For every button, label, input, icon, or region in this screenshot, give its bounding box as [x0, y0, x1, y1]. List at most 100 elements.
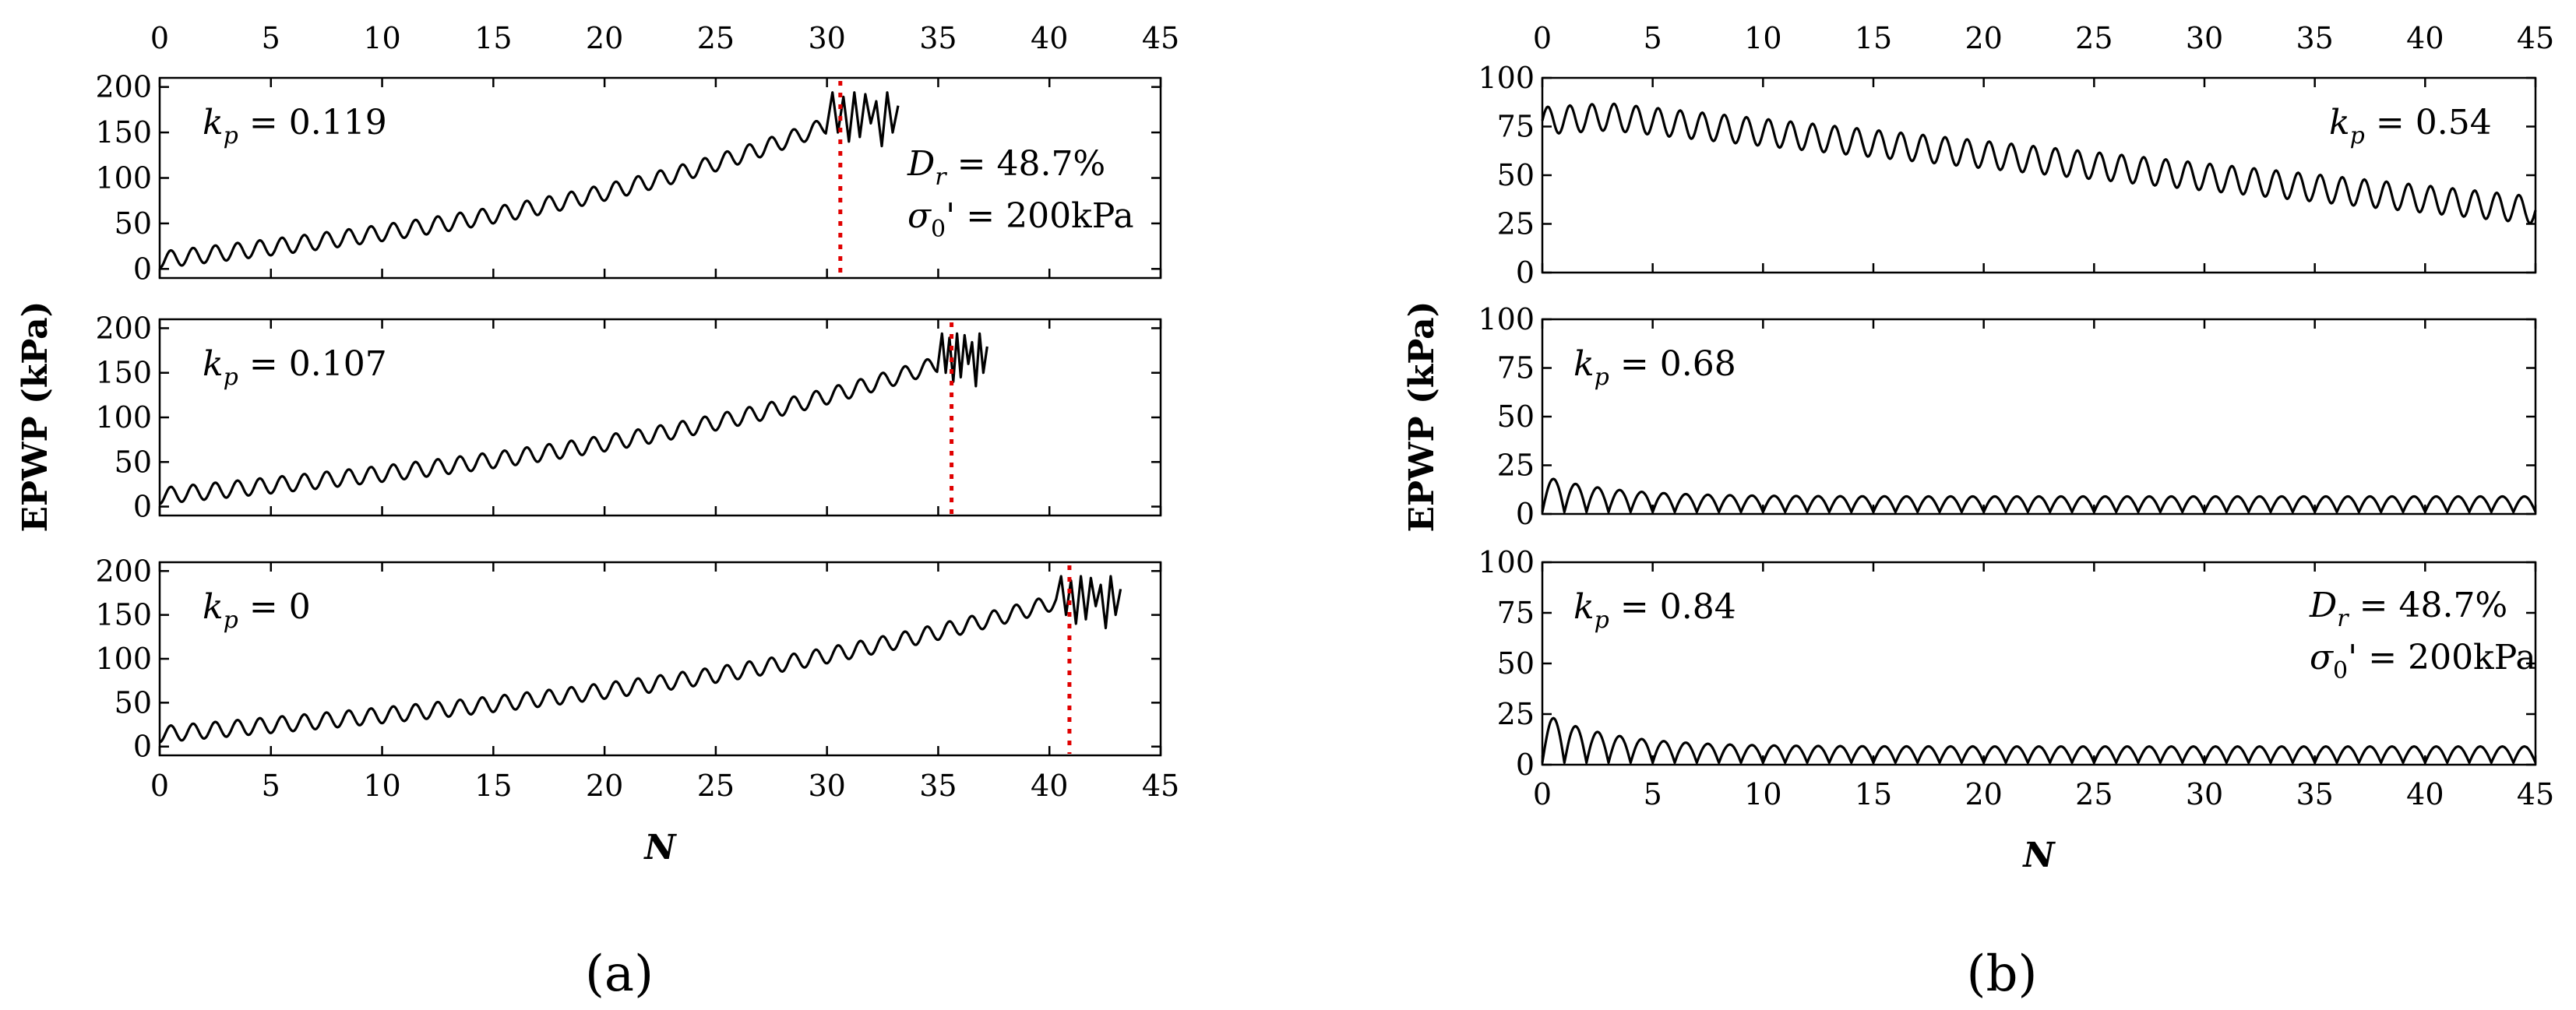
epwp-series-line	[1541, 477, 2537, 514]
kp-subscript: p	[224, 364, 238, 391]
kp-value: = 0	[238, 587, 311, 627]
x-top-tick-label: 0	[1533, 21, 1552, 55]
x-top-tick-label: 15	[1855, 21, 1892, 55]
y-tick-label: 25	[1497, 207, 1535, 241]
subplot-1: 0 25 50 75 100 kp = 0.54	[1478, 61, 2537, 290]
x-top-tick-label: 20	[586, 21, 623, 55]
kp-subscript: p	[2350, 122, 2365, 150]
dr-value: = 48.7%	[2349, 586, 2508, 625]
x-top-tick-label: 5	[1644, 21, 1662, 55]
x-top-tick-label: 35	[919, 21, 957, 55]
dr-symbol: D	[907, 144, 935, 184]
x-top-tick-label: 25	[2075, 21, 2113, 55]
y-tick-label: 200	[95, 70, 152, 104]
y-tick-label: 0	[133, 730, 152, 764]
x-bottom-tick-label: 15	[1855, 777, 1892, 811]
x-top-tick-label: 15	[474, 21, 512, 55]
y-tick-label: 150	[95, 598, 152, 632]
x-top-tick-label: 45	[1142, 21, 1179, 55]
dr-annotation: Dr = 48.7%	[907, 144, 1105, 191]
x-axis-title: N	[2021, 836, 2056, 875]
y-axis-title: EPWP (kPa)	[16, 301, 55, 533]
x-bottom-tick-label: 40	[1031, 769, 1068, 803]
epwp-series-line	[159, 332, 988, 505]
y-tick-label: 100	[1478, 61, 1535, 95]
x-top-tick-label: 40	[2406, 21, 2444, 55]
x-bottom-tick-label: 5	[262, 769, 280, 803]
kp-annotation: kp = 0.84	[1573, 587, 1736, 634]
y-tick-label: 100	[95, 400, 152, 435]
x-bottom-tick-label: 45	[1142, 769, 1179, 803]
y-tick-label: 100	[1478, 302, 1535, 336]
kp-value: = 0.54	[2365, 103, 2492, 143]
x-bottom-tick-label: 0	[1533, 777, 1552, 811]
kp-symbol: k	[1573, 344, 1595, 384]
kp-annotation: kp = 0.68	[1573, 344, 1736, 391]
kp-value: = 0.107	[238, 344, 387, 384]
x-bottom-tick-label: 15	[474, 769, 512, 803]
y-tick-label: 25	[1497, 697, 1535, 731]
y-tick-label: 75	[1497, 110, 1535, 144]
kp-subscript: p	[1595, 607, 1609, 634]
x-bottom-tick-label: 0	[150, 769, 169, 803]
kp-symbol: k	[203, 587, 224, 627]
x-bottom-tick-label: 25	[2075, 777, 2113, 811]
y-tick-label: 75	[1497, 351, 1535, 385]
epwp-series-line	[1541, 102, 2537, 225]
y-axis-title: EPWP (kPa)	[1402, 301, 1442, 533]
dr-subscript: r	[935, 164, 947, 191]
y-tick-label: 50	[115, 445, 152, 479]
kp-value: = 0.84	[1609, 587, 1736, 627]
x-bottom-tick-label: 20	[586, 769, 623, 803]
y-tick-label: 50	[1497, 399, 1535, 434]
y-tick-label: 0	[1516, 255, 1535, 290]
kp-symbol: k	[203, 103, 224, 143]
x-bottom-tick-label: 25	[697, 769, 735, 803]
y-tick-label: 0	[133, 490, 152, 524]
epwp-series-line	[159, 575, 1122, 744]
x-bottom-tick-label: 5	[1644, 777, 1662, 811]
panel-label-a: (a)	[585, 945, 654, 1003]
kp-symbol: k	[2329, 103, 2350, 143]
chart-panel-b: 0 5 10 15 20 25 30 35 40 45 0 5 10 15 20 25 30 35 40 45 N EPW…	[1402, 21, 2554, 875]
y-tick-label: 200	[95, 311, 152, 345]
x-top-tick-label: 35	[2296, 21, 2333, 55]
y-tick-label: 50	[1497, 646, 1535, 681]
y-tick-label: 50	[115, 685, 152, 720]
y-tick-label: 150	[95, 356, 152, 390]
epwp-series-line	[1541, 716, 2537, 764]
y-tick-label: 75	[1497, 596, 1535, 630]
y-tick-label: 25	[1497, 449, 1535, 483]
sigma-value: ' = 200kPa	[946, 196, 1133, 236]
chart-panel-a: 0 5 10 15 20 25 30 35 40 45 0 5 10 15 20 25 30 35 40 45 N EPW…	[16, 21, 1179, 867]
x-bottom-tick-label: 35	[2296, 777, 2333, 811]
x-top-tick-label: 10	[363, 21, 400, 55]
y-tick-label: 0	[133, 252, 152, 286]
y-tick-label: 0	[1516, 497, 1535, 531]
kp-subscript: p	[1595, 364, 1609, 391]
sigma-subscript: 0	[931, 216, 946, 243]
x-top-tick-label: 10	[1744, 21, 1781, 55]
subplot-2: 0 50 100 150 200 kp = 0.107	[95, 311, 1162, 524]
kp-annotation: kp = 0.54	[2329, 103, 2492, 150]
x-bottom-tick-label: 10	[363, 769, 400, 803]
dr-value: = 48.7%	[946, 144, 1106, 184]
kp-annotation: kp = 0.119	[203, 103, 387, 150]
sigma-subscript: 0	[2333, 657, 2348, 684]
x-axis-title: N	[643, 828, 677, 867]
dr-symbol: D	[2309, 586, 2337, 625]
kp-annotation: kp = 0.107	[203, 344, 387, 391]
sigma-symbol: σ	[2310, 638, 2335, 677]
y-tick-label: 100	[95, 642, 152, 676]
kp-symbol: k	[1573, 587, 1595, 627]
epwp-series-line	[159, 91, 900, 269]
subplot-2: 0 25 50 75 100 kp = 0.68	[1478, 302, 2537, 531]
sigma-value: ' = 200kPa	[2348, 638, 2535, 677]
x-bottom-tick-label: 30	[2186, 777, 2223, 811]
y-tick-label: 0	[1516, 748, 1535, 782]
x-bottom-tick-label: 20	[1965, 777, 2002, 811]
x-top-tick-label: 30	[2186, 21, 2223, 55]
kp-value: = 0.119	[238, 103, 387, 143]
